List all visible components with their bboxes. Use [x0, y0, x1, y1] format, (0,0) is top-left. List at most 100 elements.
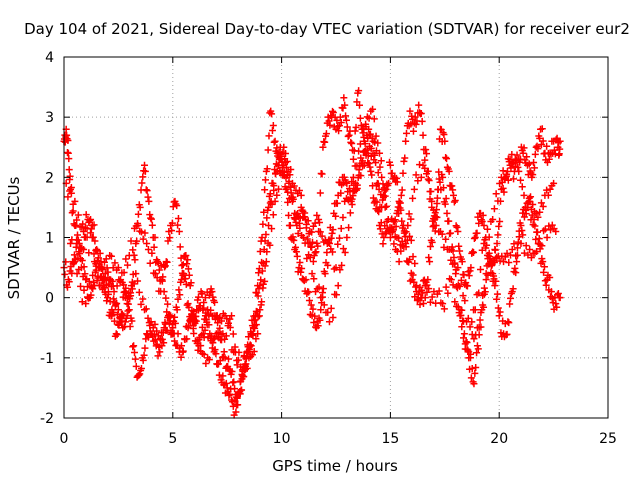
data-point — [366, 163, 374, 171]
data-point — [372, 132, 380, 140]
data-point — [352, 179, 360, 187]
data-point — [232, 408, 240, 416]
data-point — [271, 197, 279, 205]
data-point — [108, 277, 116, 285]
data-point — [153, 327, 161, 335]
data-point — [96, 249, 104, 257]
data-point — [485, 233, 493, 241]
data-point — [234, 401, 242, 409]
data-point — [406, 232, 414, 240]
data-point — [421, 164, 429, 172]
data-point — [141, 229, 149, 237]
data-point — [201, 326, 209, 334]
data-point — [540, 268, 548, 276]
data-point — [341, 248, 349, 256]
data-point — [78, 257, 86, 265]
data-point — [136, 370, 144, 378]
data-point — [447, 256, 455, 264]
data-point — [262, 258, 270, 266]
data-point — [146, 259, 154, 267]
data-point — [503, 330, 511, 338]
x-axis-label: GPS time / hours — [272, 457, 398, 475]
data-point — [224, 322, 232, 330]
data-point — [329, 107, 337, 115]
data-point — [552, 227, 560, 235]
data-point — [332, 264, 340, 272]
data-point — [73, 240, 81, 248]
data-point — [209, 293, 217, 301]
data-point — [124, 307, 132, 315]
data-point — [424, 276, 432, 284]
data-point — [154, 352, 162, 360]
data-point — [316, 228, 324, 236]
data-point — [333, 199, 341, 207]
data-point — [121, 294, 129, 302]
data-point — [62, 258, 70, 266]
data-point — [539, 137, 547, 145]
data-point — [444, 289, 452, 297]
data-point — [156, 335, 164, 343]
x-tick-label: 5 — [168, 431, 177, 447]
data-point — [380, 234, 388, 241]
data-point — [118, 310, 126, 318]
data-point — [482, 270, 490, 278]
chart-title: Day 104 of 2021, Sidereal Day-to-day VTE… — [24, 20, 630, 38]
data-point — [364, 159, 372, 167]
data-point — [377, 219, 385, 227]
data-point — [480, 240, 488, 248]
data-point — [529, 171, 537, 179]
data-point — [102, 255, 110, 263]
data-point — [457, 276, 465, 284]
data-point — [270, 186, 278, 194]
data-point — [421, 294, 429, 302]
axis-ticks: -2 -1 0 1 2 3 4 0 5 10 15 20 25 — [40, 50, 617, 447]
data-point — [147, 330, 155, 338]
data-point — [512, 269, 520, 277]
data-point — [366, 130, 374, 138]
data-point — [470, 380, 478, 388]
data-point — [374, 169, 382, 177]
data-point — [120, 281, 128, 289]
data-point — [525, 160, 533, 168]
data-point — [378, 173, 386, 181]
data-point — [506, 300, 514, 308]
data-point — [114, 306, 122, 314]
data-point — [543, 234, 551, 241]
data-point — [456, 282, 464, 290]
data-point — [363, 146, 371, 154]
data-point — [478, 217, 486, 225]
data-point — [439, 184, 447, 192]
data-point — [141, 161, 149, 169]
data-point — [117, 318, 125, 326]
data-point — [116, 277, 124, 285]
data-point — [499, 167, 507, 175]
data-point — [334, 282, 342, 290]
data-point — [470, 335, 478, 343]
data-point — [479, 301, 487, 309]
data-point — [339, 213, 347, 221]
data-point — [173, 202, 181, 210]
data-point — [405, 210, 413, 218]
data-point — [127, 237, 135, 245]
data-point — [376, 163, 384, 171]
data-point — [269, 211, 277, 219]
data-point — [111, 302, 119, 310]
data-point — [80, 286, 88, 294]
data-point — [416, 283, 424, 291]
data-point — [395, 197, 403, 205]
data-point — [471, 234, 479, 241]
data-point — [523, 153, 531, 161]
data-point — [329, 313, 337, 321]
data-point — [247, 342, 255, 350]
data-point — [425, 176, 433, 184]
data-point — [110, 295, 118, 303]
data-point — [143, 187, 151, 195]
data-point — [122, 255, 130, 263]
data-point — [491, 282, 499, 290]
data-point — [454, 227, 462, 235]
data-point — [299, 234, 307, 241]
data-point — [336, 113, 344, 121]
data-point — [416, 301, 424, 309]
data-point — [263, 214, 271, 222]
data-point — [546, 185, 554, 193]
